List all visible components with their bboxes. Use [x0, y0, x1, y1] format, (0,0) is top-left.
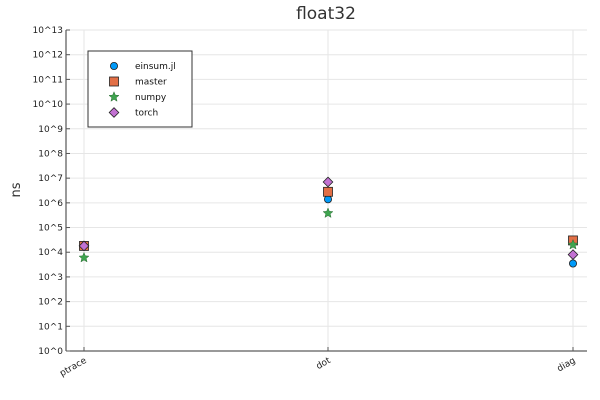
- x-tick-label: ptrace: [58, 356, 88, 379]
- star-point: [322, 207, 334, 218]
- legend-label: einsum.jl: [135, 62, 176, 72]
- star-point: [567, 238, 579, 250]
- legend-circle-marker: [110, 62, 119, 71]
- legend-star-marker: [108, 91, 120, 102]
- y-tick-label: 10^11: [33, 75, 63, 85]
- y-tick-label: 10^13: [33, 26, 63, 36]
- circle-point: [323, 195, 332, 204]
- square-point: [323, 186, 333, 197]
- y-tick-label: 10^12: [33, 51, 63, 61]
- ticks: 10^0 10^1 10^2 10^3 10^4 10^5 10^6 10^7 10^8 10^9…: [33, 26, 578, 379]
- diamond-point: [78, 240, 90, 252]
- circle-point: [569, 259, 578, 268]
- legend-box: [87, 50, 193, 128]
- y-axis-label: ns: [9, 182, 24, 197]
- y-tick-label: 10^0: [38, 347, 63, 357]
- y-tick-label: 10^1: [38, 322, 63, 332]
- y-tick-label: 10^10: [33, 100, 64, 110]
- legend: einsum.jl master numpy torch: [87, 50, 193, 128]
- star-point: [78, 251, 90, 263]
- diamond-point: [567, 249, 579, 260]
- legend-label: numpy: [135, 93, 167, 103]
- axes: [65, 30, 587, 352]
- y-tick-label: 10^6: [38, 199, 63, 209]
- legend-diamond-marker: [108, 107, 120, 118]
- y-tick-label: 10^8: [38, 149, 63, 159]
- diamond-point: [322, 176, 334, 188]
- legend-label: master: [135, 78, 167, 88]
- data-points: [78, 176, 579, 268]
- chart-title: float32: [296, 4, 356, 24]
- x-tick-label: diag: [556, 356, 578, 374]
- y-tick-label: 10^3: [38, 273, 63, 283]
- y-tick-label: 10^4: [38, 248, 63, 258]
- y-tick-label: 10^7: [38, 174, 63, 184]
- legend-label: torch: [135, 109, 158, 119]
- y-tick-label: 10^5: [38, 224, 63, 234]
- x-tick-label: dot: [315, 356, 333, 372]
- legend-square-marker: [109, 76, 119, 87]
- y-tick-label: 10^9: [38, 125, 63, 135]
- y-tick-label: 10^2: [38, 298, 63, 308]
